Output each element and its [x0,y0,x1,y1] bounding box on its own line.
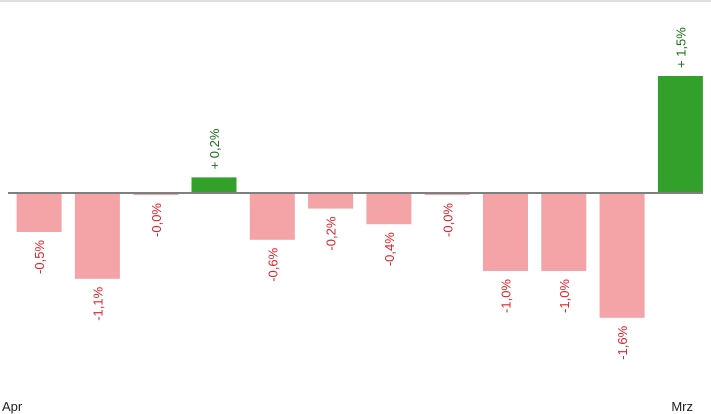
bars-group [16,76,703,318]
bar-4 [249,193,295,240]
value-labels-group: -0,5% -1,1% -0,0% + 0,2% -0,6% -0,2% -0,4% -0,0… [32,27,688,360]
value-label-5: -0,2% [324,216,339,250]
value-label-1: -1,1% [90,286,105,320]
bar-8 [483,193,528,271]
value-label-10: -1,6% [615,325,630,359]
bar-9 [541,193,587,271]
bar-11 [657,76,703,193]
bar-1 [74,193,120,279]
value-label-0: -0,5% [32,240,47,274]
bar-10 [599,193,645,318]
x-axis-labels: Apr Mrz [2,399,693,414]
bar-0 [16,193,62,232]
value-label-2: -0,0% [149,203,164,237]
bar-6 [366,193,412,225]
value-label-8: -1,0% [499,279,514,313]
value-label-11: + 1,5% [673,27,688,68]
x-label-first: Apr [2,399,23,414]
x-label-last: Mrz [671,399,693,414]
bar-5 [308,193,354,209]
value-label-9: -1,0% [557,279,572,313]
value-label-6: -0,4% [382,232,397,266]
bar-3 [191,177,237,193]
value-label-7: -0,0% [440,203,455,237]
value-label-3: + 0,2% [207,128,222,169]
value-label-4: -0,6% [265,247,280,281]
